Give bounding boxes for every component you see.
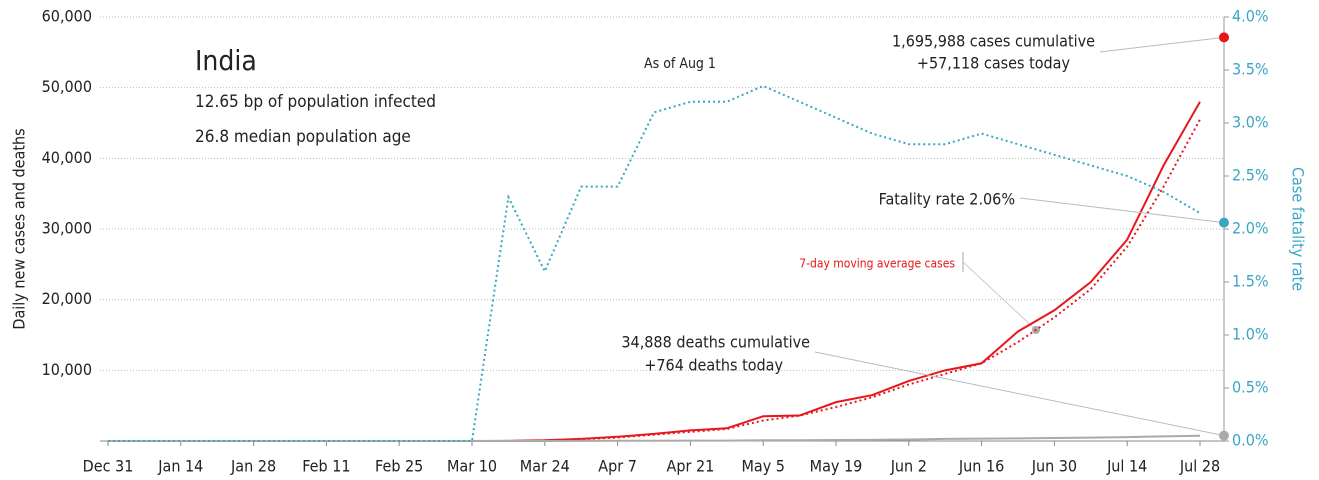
x-tick-label: Apr 21 (667, 457, 715, 476)
end-dot (1219, 217, 1229, 228)
x-tick-label: May 5 (741, 457, 784, 476)
x-tick-label: Jan 14 (157, 457, 203, 476)
annotation: +57,118 cases today (917, 54, 1071, 73)
y2-tick-label: 0.0% (1232, 431, 1269, 450)
leader-line (1099, 36, 1225, 53)
x-tick-label: Mar 24 (520, 457, 570, 476)
y2-tick-label: 4.0% (1232, 7, 1269, 26)
x-tick-label: Jun 16 (958, 457, 1004, 476)
annotation: 1,695,988 cases cumulative (892, 32, 1095, 51)
x-tick-label: Mar 10 (447, 457, 497, 476)
y-tick-label: 40,000 (42, 148, 92, 167)
chart-title: India (195, 44, 257, 77)
y2-tick-label: 2.5% (1232, 166, 1269, 185)
grid (100, 16, 1224, 371)
x-tick-label: May 19 (810, 457, 863, 476)
x-tick-label: Jun 2 (890, 457, 927, 476)
y-tick-label: 20,000 (42, 289, 92, 308)
series-line (108, 84, 1201, 442)
subtitle: 26.8 median population age (195, 127, 411, 147)
leader-line (1019, 197, 1225, 224)
y2-tick-label: 1.0% (1232, 325, 1269, 344)
annotation: 7-day moving average cases (799, 257, 955, 271)
annotation: As of Aug 1 (644, 56, 716, 72)
leader-line (814, 351, 1225, 437)
x-tick-label: Apr 7 (598, 457, 637, 476)
end-dot (1219, 32, 1229, 43)
x-tick-label: Jul 28 (1179, 457, 1220, 476)
subtitle: 12.65 bp of population infected (195, 92, 436, 112)
x-tick-label: Jul 14 (1106, 457, 1147, 476)
y-tick-label: 30,000 (42, 219, 92, 238)
annotation: Fatality rate 2.06% (879, 190, 1015, 209)
x-tick-label: Jun 30 (1031, 457, 1077, 476)
y-axis-label: Daily new cases and deaths (10, 128, 29, 329)
annotation: 34,888 deaths cumulative (621, 333, 810, 352)
y2-tick-label: 0.5% (1232, 378, 1269, 397)
x-tick-label: Feb 25 (375, 457, 423, 476)
y2-tick-label: 3.0% (1232, 113, 1269, 132)
y-tick-label: 50,000 (42, 77, 92, 96)
y2-tick-label: 1.5% (1232, 272, 1269, 291)
x-tick-label: Jan 28 (230, 457, 276, 476)
y2-tick-label: 3.5% (1232, 60, 1269, 79)
y-tick-label: 60,000 (42, 7, 92, 26)
x-tick-label: Dec 31 (83, 457, 134, 476)
x-tick-label: Feb 11 (302, 457, 350, 476)
y-tick-label: 10,000 (42, 360, 92, 379)
y2-axis-label: Case fatality rate (1289, 167, 1308, 291)
end-dot (1219, 430, 1229, 441)
y2-tick-label: 2.0% (1232, 219, 1269, 238)
leader-line (962, 261, 1037, 331)
annotation: +764 deaths today (644, 356, 783, 375)
